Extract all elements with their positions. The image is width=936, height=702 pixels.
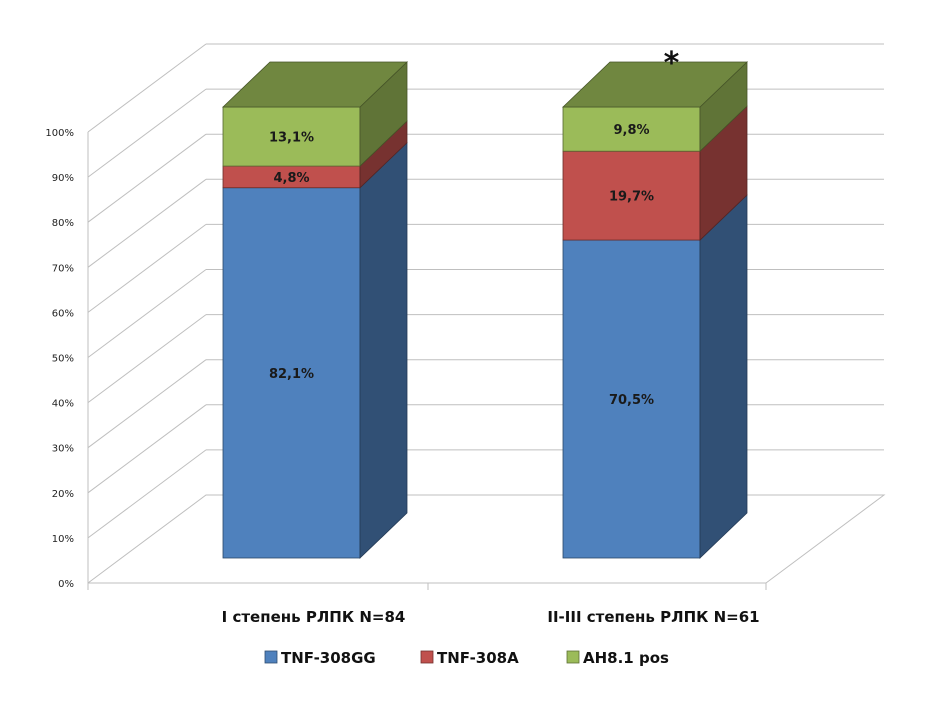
annotations: * — [664, 46, 680, 81]
category-label: II-III степень РЛПК N=61 — [547, 608, 759, 626]
gridline-side — [87, 43, 207, 133]
data-label: 82,1% — [269, 367, 314, 382]
floor-outline — [87, 494, 886, 584]
y-tick-label: 80% — [52, 218, 74, 229]
y-tick-label: 100% — [45, 128, 74, 139]
data-label: 70,5% — [609, 393, 654, 408]
gridline-side — [87, 178, 207, 268]
gridline-side — [87, 314, 207, 404]
y-axis-ticks: 0% 10% 20% 30% 40% 50% 60% 70% 80% 90% 100% — [45, 128, 74, 590]
y-tick-label: 50% — [52, 354, 74, 365]
legend-label: TNF-308A — [437, 649, 519, 667]
bar-segment-top — [222, 61, 408, 108]
data-labels: 82,1% 4,8% 13,1% 70,5% 19,7% 9,8% — [269, 123, 654, 408]
bar-segment-side — [699, 194, 748, 559]
data-label: 19,7% — [609, 190, 654, 205]
category-label: I степень РЛПК N=84 — [222, 608, 406, 626]
legend-swatch — [264, 650, 278, 664]
bar-segment-top — [562, 61, 748, 108]
y-tick-label: 60% — [52, 308, 74, 319]
legend-swatch — [420, 650, 434, 664]
gridlines — [87, 43, 886, 590]
data-label: 9,8% — [613, 123, 649, 138]
gridline-side — [87, 133, 207, 223]
bar-segment-side — [359, 141, 408, 559]
bar-segment-front — [222, 187, 361, 559]
significance-marker: * — [664, 46, 680, 81]
gridline-side — [87, 359, 207, 449]
gridline-side — [87, 269, 207, 358]
y-tick-label: 20% — [52, 489, 74, 500]
y-tick-label: 0% — [58, 579, 74, 590]
data-label: 4,8% — [273, 171, 309, 186]
bars — [222, 61, 748, 559]
y-tick-label: 40% — [52, 399, 74, 410]
legend-swatch — [566, 650, 580, 664]
data-label: 13,1% — [269, 131, 314, 146]
gridline-side — [87, 449, 207, 539]
legend: TNF-308GG TNF-308A AH8.1 pos — [264, 649, 669, 667]
category-labels: I степень РЛПК N=84 II-III степень РЛПК N… — [222, 608, 760, 626]
bar-segment-front — [562, 239, 701, 559]
y-tick-label: 70% — [52, 263, 74, 274]
y-tick-label: 90% — [52, 173, 74, 184]
y-tick-label: 30% — [52, 444, 74, 455]
bar-segment-front — [562, 106, 701, 152]
legend-label: TNF-308GG — [281, 649, 376, 667]
gridline-side — [87, 223, 207, 313]
legend-label: AH8.1 pos — [583, 649, 669, 667]
gridline-side — [87, 404, 207, 494]
gridline-side — [87, 88, 207, 178]
y-tick-label: 10% — [52, 534, 74, 545]
